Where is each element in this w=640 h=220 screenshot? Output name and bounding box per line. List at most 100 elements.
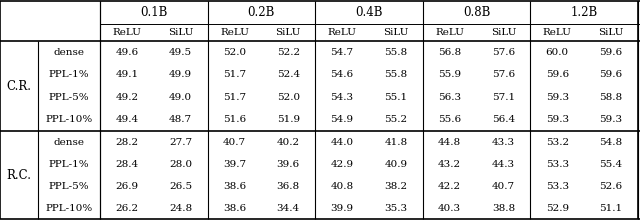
Text: 54.6: 54.6: [330, 70, 354, 79]
Text: 40.7: 40.7: [492, 182, 515, 191]
Text: 59.6: 59.6: [600, 48, 623, 57]
Text: 51.1: 51.1: [600, 204, 623, 213]
Text: 0.1B: 0.1B: [140, 6, 168, 19]
Text: 59.3: 59.3: [600, 115, 623, 124]
Text: 0.4B: 0.4B: [355, 6, 383, 19]
Text: SiLU: SiLU: [598, 28, 624, 37]
Text: 56.4: 56.4: [492, 115, 515, 124]
Text: 42.9: 42.9: [330, 160, 354, 169]
Text: ReLU: ReLU: [113, 28, 141, 37]
Text: 57.1: 57.1: [492, 93, 515, 102]
Text: 55.4: 55.4: [600, 160, 623, 169]
Text: PPL-5%: PPL-5%: [49, 93, 90, 102]
Text: 44.8: 44.8: [438, 138, 461, 147]
Text: 41.8: 41.8: [385, 138, 408, 147]
Text: 27.7: 27.7: [169, 138, 192, 147]
Text: 40.8: 40.8: [330, 182, 354, 191]
Text: 38.6: 38.6: [223, 204, 246, 213]
Text: 40.3: 40.3: [438, 204, 461, 213]
Text: ReLU: ReLU: [328, 28, 356, 37]
Text: 51.6: 51.6: [223, 115, 246, 124]
Text: 56.8: 56.8: [438, 48, 461, 57]
Text: 55.1: 55.1: [385, 93, 408, 102]
Text: 44.3: 44.3: [492, 160, 515, 169]
Text: 55.9: 55.9: [438, 70, 461, 79]
Text: 38.8: 38.8: [492, 204, 515, 213]
Text: 49.0: 49.0: [169, 93, 192, 102]
Text: 26.9: 26.9: [115, 182, 138, 191]
Text: 28.4: 28.4: [115, 160, 138, 169]
Text: 56.3: 56.3: [438, 93, 461, 102]
Text: PPL-1%: PPL-1%: [49, 70, 90, 79]
Text: 57.6: 57.6: [492, 70, 515, 79]
Text: ReLU: ReLU: [543, 28, 572, 37]
Text: SiLU: SiLU: [383, 28, 408, 37]
Text: 43.2: 43.2: [438, 160, 461, 169]
Text: 28.2: 28.2: [115, 138, 138, 147]
Text: 49.4: 49.4: [115, 115, 138, 124]
Text: 55.6: 55.6: [438, 115, 461, 124]
Text: 55.2: 55.2: [385, 115, 408, 124]
Text: 0.8B: 0.8B: [463, 6, 490, 19]
Text: 52.9: 52.9: [546, 204, 569, 213]
Text: 53.3: 53.3: [546, 160, 569, 169]
Text: SiLU: SiLU: [276, 28, 301, 37]
Text: 48.7: 48.7: [169, 115, 192, 124]
Text: 49.5: 49.5: [169, 48, 192, 57]
Text: SiLU: SiLU: [491, 28, 516, 37]
Text: 54.9: 54.9: [330, 115, 354, 124]
Text: 39.6: 39.6: [276, 160, 300, 169]
Text: R.C.: R.C.: [6, 169, 31, 182]
Text: 44.0: 44.0: [330, 138, 354, 147]
Text: dense: dense: [54, 48, 84, 57]
Text: ReLU: ReLU: [435, 28, 464, 37]
Text: 35.3: 35.3: [385, 204, 408, 213]
Text: 40.9: 40.9: [385, 160, 408, 169]
Text: 49.2: 49.2: [115, 93, 138, 102]
Text: PPL-1%: PPL-1%: [49, 160, 90, 169]
Text: C.R.: C.R.: [6, 79, 31, 92]
Text: 54.7: 54.7: [330, 48, 354, 57]
Text: 54.8: 54.8: [600, 138, 623, 147]
Text: PPL-10%: PPL-10%: [45, 115, 93, 124]
Text: 38.2: 38.2: [385, 182, 408, 191]
Text: 51.7: 51.7: [223, 70, 246, 79]
Text: 28.0: 28.0: [169, 160, 192, 169]
Text: SiLU: SiLU: [168, 28, 193, 37]
Text: 59.6: 59.6: [546, 70, 569, 79]
Text: 0.2B: 0.2B: [248, 6, 275, 19]
Text: 39.7: 39.7: [223, 160, 246, 169]
Text: 51.7: 51.7: [223, 93, 246, 102]
Text: 40.7: 40.7: [223, 138, 246, 147]
Text: dense: dense: [54, 138, 84, 147]
Text: 53.2: 53.2: [546, 138, 569, 147]
Text: PPL-10%: PPL-10%: [45, 204, 93, 213]
Text: 54.3: 54.3: [330, 93, 354, 102]
Text: 52.6: 52.6: [600, 182, 623, 191]
Text: 49.9: 49.9: [169, 70, 192, 79]
Text: 1.2B: 1.2B: [571, 6, 598, 19]
Text: 42.2: 42.2: [438, 182, 461, 191]
Text: 49.1: 49.1: [115, 70, 138, 79]
Text: PPL-5%: PPL-5%: [49, 182, 90, 191]
Text: 57.6: 57.6: [492, 48, 515, 57]
Text: 59.6: 59.6: [600, 70, 623, 79]
Text: 52.2: 52.2: [276, 48, 300, 57]
Text: 39.9: 39.9: [330, 204, 354, 213]
Text: 59.3: 59.3: [546, 115, 569, 124]
Text: ReLU: ReLU: [220, 28, 249, 37]
Text: 60.0: 60.0: [546, 48, 569, 57]
Text: 43.3: 43.3: [492, 138, 515, 147]
Text: 26.5: 26.5: [169, 182, 192, 191]
Text: 52.0: 52.0: [223, 48, 246, 57]
Text: 55.8: 55.8: [385, 70, 408, 79]
Text: 38.6: 38.6: [223, 182, 246, 191]
Text: 49.6: 49.6: [115, 48, 138, 57]
Text: 52.4: 52.4: [276, 70, 300, 79]
Text: 26.2: 26.2: [115, 204, 138, 213]
Text: 53.3: 53.3: [546, 182, 569, 191]
Text: 52.0: 52.0: [276, 93, 300, 102]
Text: 59.3: 59.3: [546, 93, 569, 102]
Text: 51.9: 51.9: [276, 115, 300, 124]
Text: 58.8: 58.8: [600, 93, 623, 102]
